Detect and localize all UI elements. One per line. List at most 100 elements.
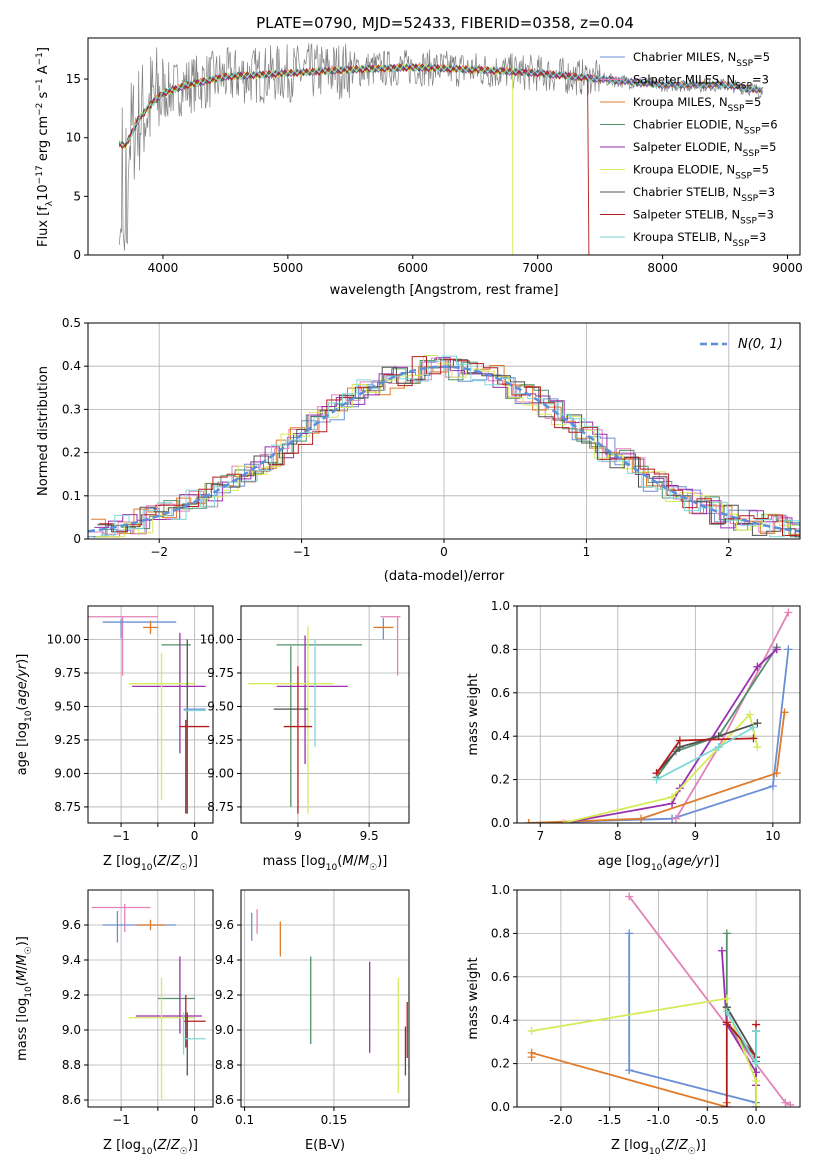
legend-label: Salpeter STELIB, NSSP=3 [633,208,774,227]
x-axis-label-part: E(B-V) [305,1138,345,1153]
weight-marker [753,662,762,671]
y-axis-label-part: )] [15,936,30,946]
y-tick-label: 9.2 [215,988,234,1002]
x-axis-label-part: age/yr [667,854,710,869]
legend-label-part: Salpeter ELODIE, N [633,140,743,154]
x-tick-label: 9000 [772,261,803,275]
legend-label-part: =3 [758,185,775,199]
y-tick-label: 0 [73,532,81,546]
x-tick-label: −1 [112,1113,130,1127]
x-tick-label: 10 [765,829,780,843]
weight-marker [781,1098,790,1107]
axes-frame [87,889,214,1108]
weight-marker [637,814,646,823]
weight-marker [714,743,723,752]
y-axis-label-part: 10 [36,184,51,201]
x-tick-label: 0.15 [321,1113,348,1127]
weight-marker [786,1100,795,1107]
weight-marker [768,782,777,791]
y-tick-label: 9.25 [54,733,81,747]
weight-marker [675,736,684,745]
weight-marker [722,1018,731,1027]
x-axis-label-part: Z [157,1138,168,1153]
legend-label-part: SSP [741,194,758,204]
x-axis-label-part: / [674,1138,679,1153]
legend-label: Chabrier STELIB, NSSP=3 [633,185,775,204]
plot-area [118,42,763,255]
x-axis-label-part: )] [188,1138,198,1153]
y-axis-label-part: ] [36,47,51,52]
x-axis-label-part: ☉ [369,863,377,873]
plot-area [88,616,210,814]
x-tick-label: 0.0 [747,1113,766,1127]
weight-marker [625,892,634,901]
legend-label-part: SSP [740,217,757,227]
histogram-salpeter-stelib [99,356,800,536]
y-axis-label-part: λ [45,200,55,206]
x-axis-label-part: ( [337,854,342,869]
x-axis-label-part: ☉ [688,1147,696,1157]
chart-spectrum: 4000 5000 6000 7000 8000 9000 0 5 10 15 Chabrier M… [35,37,803,298]
y-tick-label: 9.4 [62,953,81,967]
y-axis-label-part: 10 [24,710,34,722]
y-tick-label: 0.8 [491,642,510,656]
weight-marker [749,723,758,732]
y-tick-label: 8.75 [54,800,81,814]
y-tick-label: 15 [66,72,81,86]
y-tick-label: 8.8 [215,1058,234,1072]
x-axis-label-part: 10 [649,1147,661,1157]
y-tick-label: 9.50 [207,699,234,713]
x-tick-label: 0 [191,829,199,843]
chart-age-vs-mass: 9 9.5 8.75 9.00 9.25 9.50 9.75 10.00 mass [log10… [200,605,410,873]
weight-line-chabrier-elodie [655,646,778,778]
weight-marker [559,819,568,823]
y-tick-label: 1.0 [491,599,510,613]
x-axis-label-part: / [166,854,171,869]
x-axis-label-part: ( [660,1138,665,1153]
x-axis-label-part: Z [665,1138,676,1153]
y-tick-label: 0.6 [491,686,510,700]
x-axis-label: Z [log10(Z/Z☉)] [611,1138,706,1157]
weight-marker [625,1066,634,1075]
x-axis-label-part: ( [152,854,157,869]
legend-label-part: =5 [760,140,777,154]
x-tick-label: 8 [614,829,622,843]
plot-area [248,616,401,814]
y-tick-label: 0.3 [62,402,81,416]
x-axis-label-part: Z [170,1138,181,1153]
y-tick-label: 8.6 [215,1093,234,1107]
x-tick-label: 5000 [273,261,304,275]
legend-label-part: SSP [743,149,760,159]
y-tick-label: 0.1 [62,489,81,503]
x-axis-label-part: 10 [141,863,153,873]
y-axis-label-part: M [15,970,30,981]
y-tick-label: 5 [73,189,81,203]
x-axis-label: Z [log10(Z/Z☉)] [103,1138,198,1157]
legend-label: Kroupa STELIB, NSSP=3 [633,230,766,249]
y-tick-label: 0.0 [491,816,510,830]
y-tick-label: 0.2 [491,773,510,787]
y-tick-label: 9.00 [207,766,234,780]
y-axis-label: Normed distribution [36,366,51,496]
weight-marker [625,929,634,938]
x-tick-label: 9.5 [360,829,379,843]
histogram-salpeter-elodie [94,357,800,529]
plot-area [88,355,800,538]
x-axis-label: E(B-V) [305,1138,345,1153]
y-axis-label-part: −1 [35,78,45,91]
axes-frame [87,605,214,824]
spectrum-model-salpeter-elodie [118,63,763,148]
y-axis-label-part: A [36,65,51,78]
weight-marker [772,769,781,778]
x-axis-label-part: 10 [651,863,663,873]
y-tick-label: 9.6 [62,918,81,932]
legend-label-part: =3 [752,73,769,87]
weight-marker [749,734,758,743]
histogram-kroupa-miles [91,358,800,538]
weight-marker [784,608,793,617]
x-axis-label-part: Z [170,854,181,869]
weight-marker [717,946,726,955]
x-axis-label-part: mass [log [263,854,326,869]
histogram-kroupa-elodie [95,355,800,538]
